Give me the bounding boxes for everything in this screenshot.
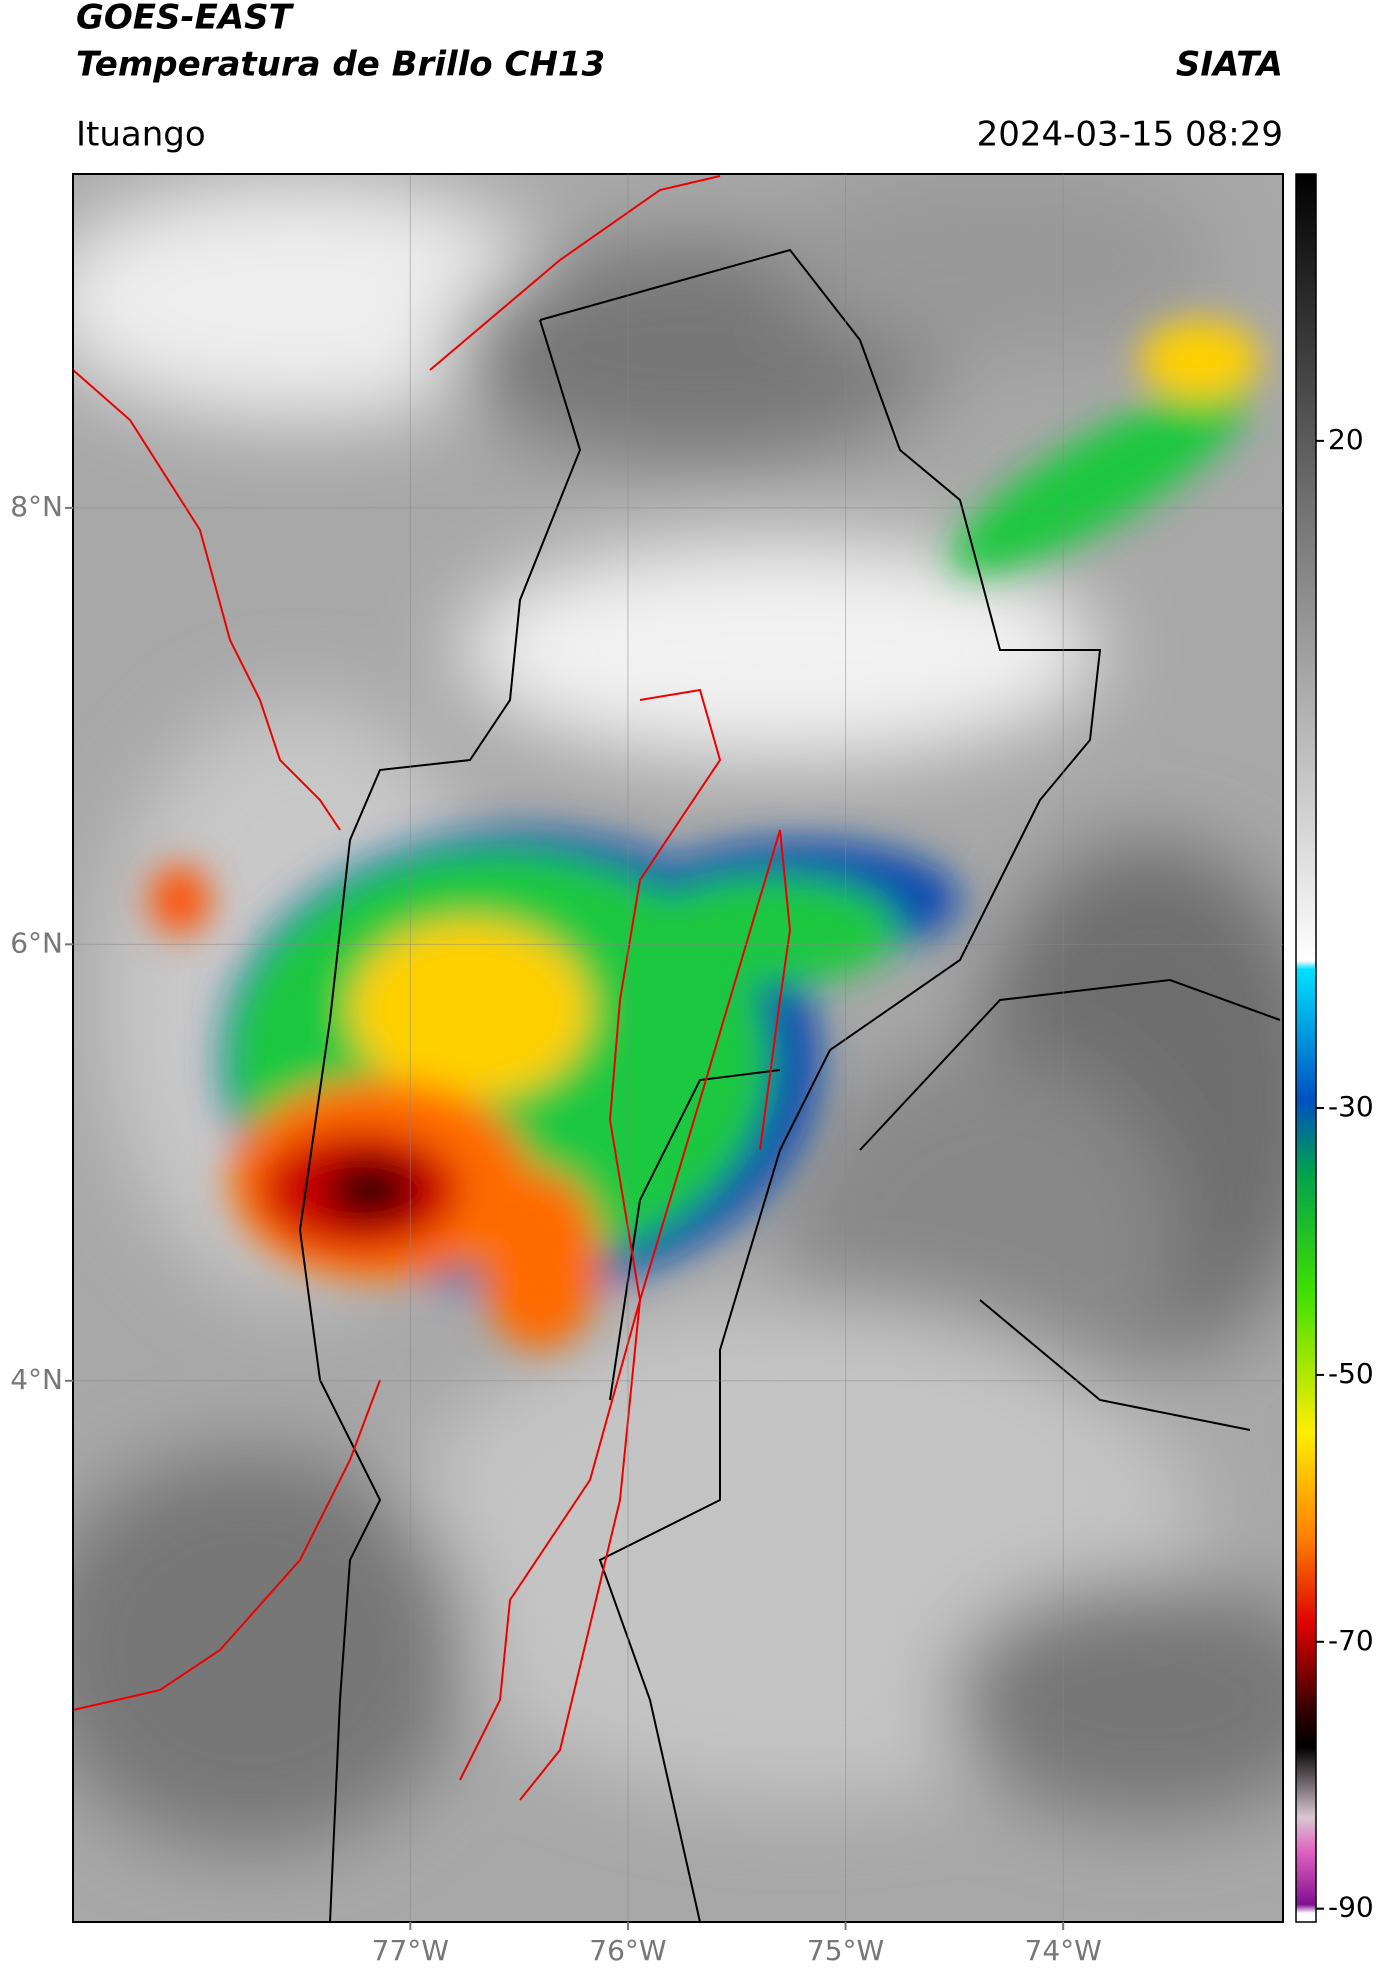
- location: Ituango: [76, 115, 206, 155]
- map-imagery: [73, 174, 1283, 1922]
- lon-tick-label: 76°W: [589, 1934, 666, 1967]
- borders-red: [72, 175, 792, 1801]
- datetime: 2024-03-15 08:29: [977, 115, 1283, 155]
- borders: [298, 248, 1281, 1923]
- lat-tick-label: 8°N: [10, 490, 63, 523]
- colorbar: [1295, 173, 1317, 1923]
- colorbar-tick-label: -90: [1328, 1891, 1374, 1924]
- source: SIATA: [1176, 45, 1283, 85]
- map-frame: [72, 173, 1284, 1923]
- title: GOES-EAST: [76, 0, 295, 38]
- subtitle: Temperatura de Brillo CH13: [76, 45, 605, 85]
- colorbar-tick-label: 20: [1328, 423, 1364, 456]
- lon-tick-label: 77°W: [372, 1934, 449, 1967]
- lon-tick-label: 74°W: [1025, 1934, 1102, 1967]
- lon-tick-label: 75°W: [807, 1934, 884, 1967]
- colorbar-tick-label: -70: [1328, 1624, 1374, 1657]
- colorbar-tick-label: -30: [1328, 1090, 1374, 1123]
- lat-tick-label: 6°N: [10, 926, 63, 959]
- colorbar-tick-label: -50: [1328, 1357, 1374, 1390]
- lat-tick-label: 4°N: [10, 1363, 63, 1396]
